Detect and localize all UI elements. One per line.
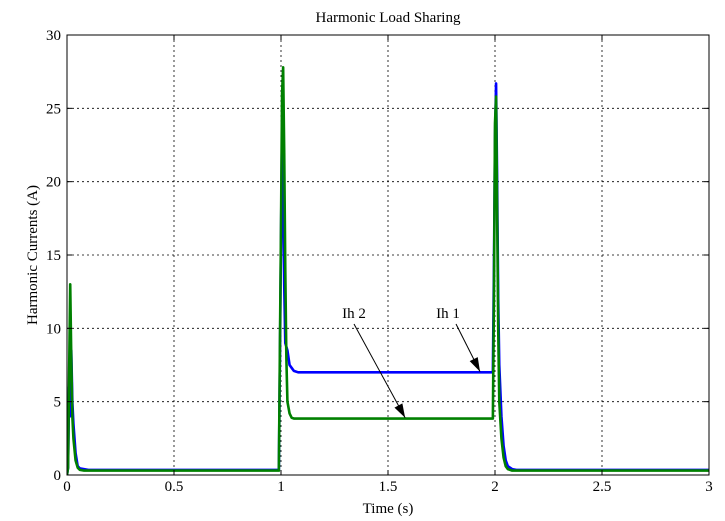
x-tick-label: 1.5: [379, 479, 398, 495]
x-tick-label: 2: [491, 479, 499, 495]
x-tick-label: 0: [63, 479, 71, 495]
y-tick-label: 30: [46, 28, 61, 44]
annotation-label: Ih 2: [342, 306, 366, 322]
y-tick-label: 15: [46, 248, 61, 264]
chart-title: Harmonic Load Sharing: [316, 10, 461, 26]
annotations: Ih 1 Ih 2: [342, 306, 481, 419]
y-tick-label: 20: [46, 175, 61, 191]
y-tick-label: 5: [54, 395, 62, 411]
series-layer: [67, 65, 709, 475]
annotation-label: Ih 1: [436, 306, 460, 322]
annotation-arrowhead: [394, 403, 406, 418]
y-tick-label: 10: [46, 321, 61, 337]
y-tick-label: 25: [46, 101, 61, 117]
x-axis-label: Time (s): [363, 501, 414, 517]
annotation-arrowhead: [469, 357, 481, 372]
annotation-arrow-line: [353, 323, 406, 419]
x-tick-label: 1: [277, 479, 285, 495]
x-tick-label: 0.5: [165, 479, 184, 495]
y-tick-label: 0: [54, 468, 62, 484]
series-line-2: [67, 65, 709, 475]
x-tick-label: 2.5: [593, 479, 612, 495]
x-tick-label: 3: [705, 479, 713, 495]
y-axis-label: Harmonic Currents (A): [25, 185, 41, 325]
